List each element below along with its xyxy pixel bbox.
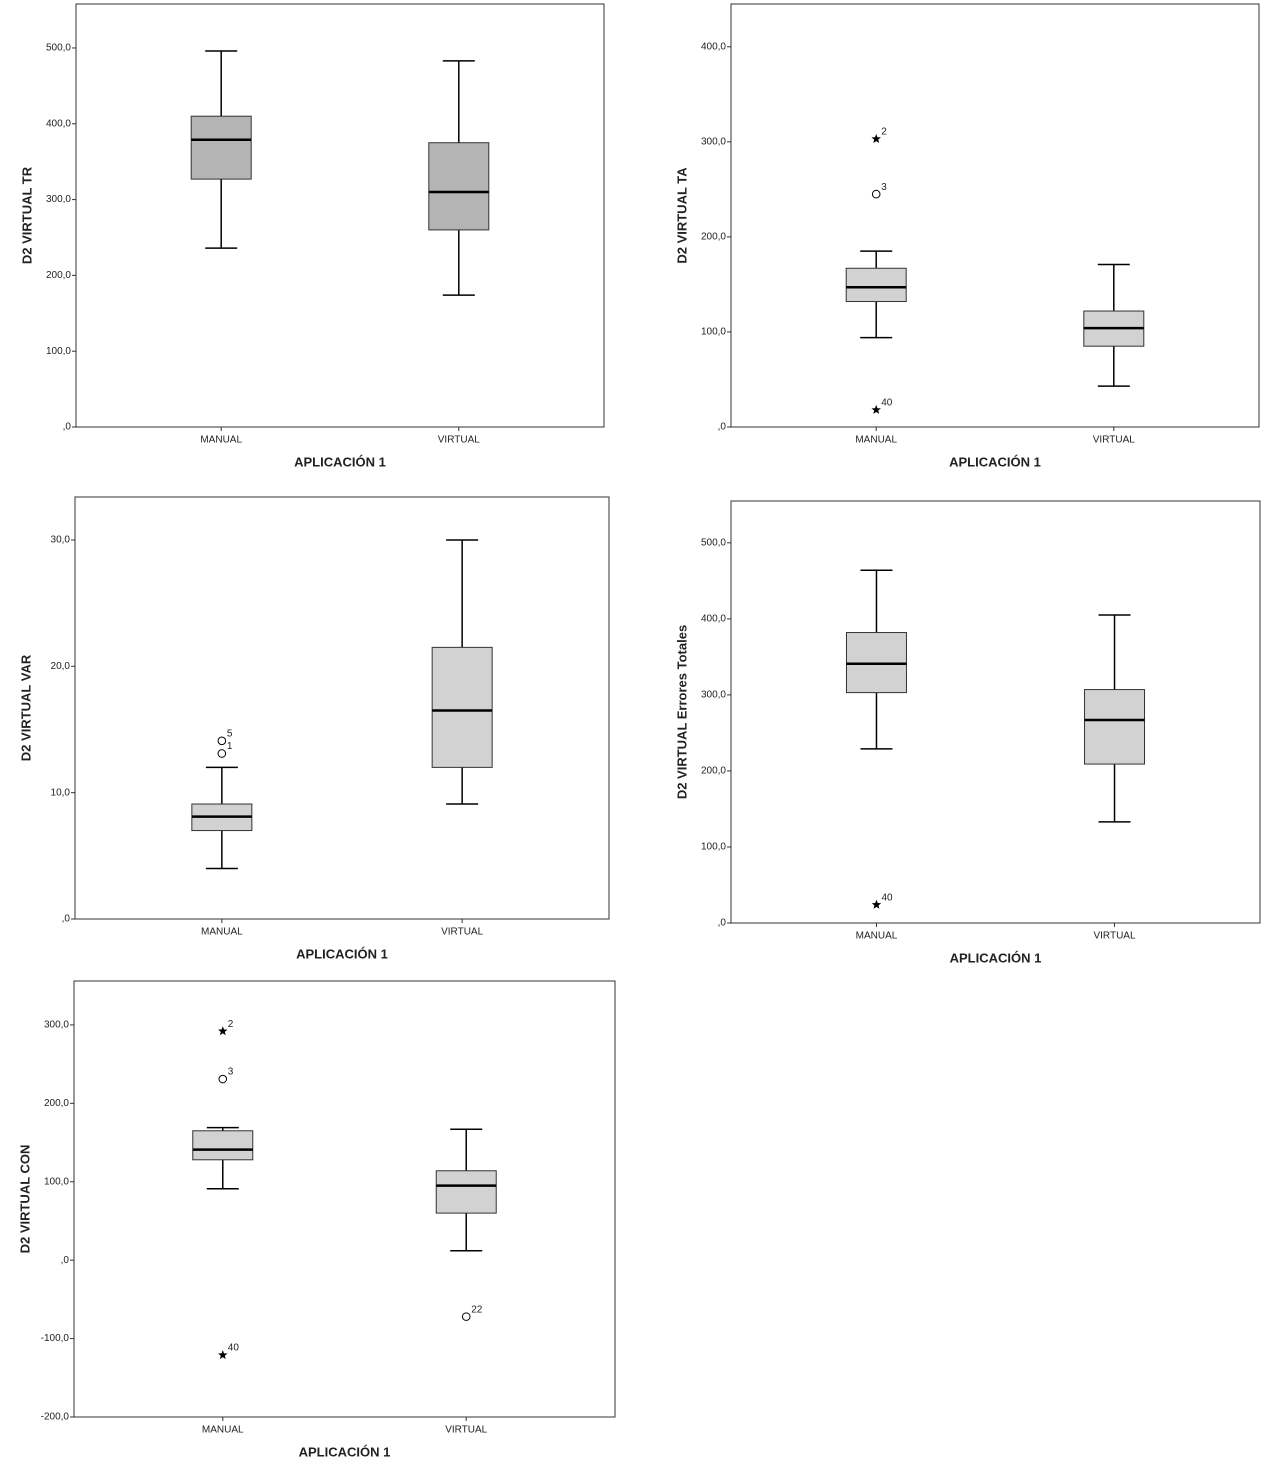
y-tick-label: 500,0 [701,537,726,548]
y-tick-label: 300,0 [701,136,726,147]
plot-area [73,980,616,1418]
outlier-star [871,133,881,144]
outlier-circle [217,749,227,758]
outlier-case-label: 3 [228,1067,234,1078]
outlier-star [871,404,881,414]
outlier-star [218,1350,228,1360]
y-tick-label: -200,0 [41,1412,70,1423]
box-chart: ,0 10,0 20,0 30,0 D2 VIRTUAL VAR APLICACIÓN 1… [18,496,610,961]
box-chart: ,0 100,0 200,0 300,0 400,0 D2 VIRTUAL TA APLIC… [674,3,1260,469]
y-tick-label: 30,0 [51,535,71,546]
plot-area [74,496,610,920]
y-tick-label: 100,0 [701,842,726,853]
y-tick-label: 500,0 [46,43,71,54]
outlier-star [871,899,882,909]
y-tick-label: 100,0 [701,327,726,338]
outlier-case-label: 40 [881,892,893,903]
x-tick-label: MANUAL [855,435,897,446]
x-tick-label: MANUAL [200,435,242,446]
outlier-case-label: 3 [881,182,887,193]
y-tick-label: 300,0 [44,1020,69,1031]
x-axis-title: APLICACIÓN 1 [950,950,1042,965]
box [428,142,490,231]
y-tick-label: 100,0 [46,346,71,357]
box-chart: ,0 100,0 200,0 300,0 400,0 500,0 D2 VIRTUAL Er… [674,500,1261,965]
box [435,1170,497,1214]
box [845,267,907,303]
y-tick-label: 20,0 [51,661,71,672]
x-tick-label: MANUAL [856,931,898,942]
y-axis-title: D2 VIRTUAL VAR [18,654,33,761]
x-tick-label: VIRTUAL [441,927,483,938]
x-tick-label: VIRTUAL [1093,435,1135,446]
box-chart: -200,0 -100,0 ,0 100,0 200,0 300,0 D2 VIRTUAL … [17,980,616,1459]
box [1084,689,1146,765]
outlier-circle [218,1074,228,1084]
outlier-case-label: 40 [228,1343,240,1354]
y-tick-label: ,0 [61,1255,70,1266]
x-tick-label: VIRTUAL [445,1425,487,1436]
plot-area [730,500,1261,924]
y-tick-label: 400,0 [46,118,71,129]
y-tick-label: ,0 [718,422,727,433]
outlier-case-label: 2 [228,1019,234,1030]
outlier-case-label: 1 [227,741,233,752]
outlier-case-label: 2 [881,127,887,138]
box-chart: ,0 100,0 200,0 300,0 400,0 500,0 D2 VIRTUAL TR… [19,3,605,469]
y-tick-label: ,0 [718,918,727,929]
y-tick-label: ,0 [62,914,71,925]
x-axis-title: APLICACIÓN 1 [296,946,388,961]
outlier-circle [461,1312,471,1321]
y-tick-label: 200,0 [44,1098,69,1109]
y-tick-label: 200,0 [701,766,726,777]
box [192,1130,254,1161]
plot-area [730,3,1260,428]
x-tick-label: MANUAL [202,1425,244,1436]
y-tick-label: 100,0 [44,1176,69,1187]
y-axis-title: D2 VIRTUAL TA [674,167,689,264]
y-axis-title: D2 VIRTUAL CON [17,1145,32,1254]
y-tick-label: 200,0 [46,270,71,281]
x-tick-label: VIRTUAL [1093,931,1135,942]
outlier-star [218,1026,228,1036]
box [190,115,252,180]
y-axis-title: D2 VIRTUAL TR [19,166,34,264]
y-tick-label: 10,0 [51,787,71,798]
y-tick-label: 400,0 [701,613,726,624]
plot-area [75,3,605,428]
y-axis-title: D2 VIRTUAL Errores Totales [674,625,689,799]
outlier-case-label: 22 [471,1304,483,1315]
x-axis-title: APLICACIÓN 1 [294,454,386,469]
outlier-case-label: 5 [227,728,233,739]
outlier-case-label: 40 [881,398,893,409]
x-tick-label: MANUAL [201,927,243,938]
outlier-circle [217,736,227,746]
y-tick-label: ,0 [63,422,72,433]
x-tick-label: VIRTUAL [438,435,480,446]
y-tick-label: 300,0 [701,690,726,701]
y-tick-label: 200,0 [701,232,726,243]
y-tick-label: 300,0 [46,194,71,205]
y-tick-label: 400,0 [701,41,726,52]
x-axis-title: APLICACIÓN 1 [949,454,1041,469]
x-axis-title: APLICACIÓN 1 [299,1444,391,1459]
outlier-circle [871,189,881,199]
box [431,646,493,768]
y-tick-label: -100,0 [41,1333,70,1344]
